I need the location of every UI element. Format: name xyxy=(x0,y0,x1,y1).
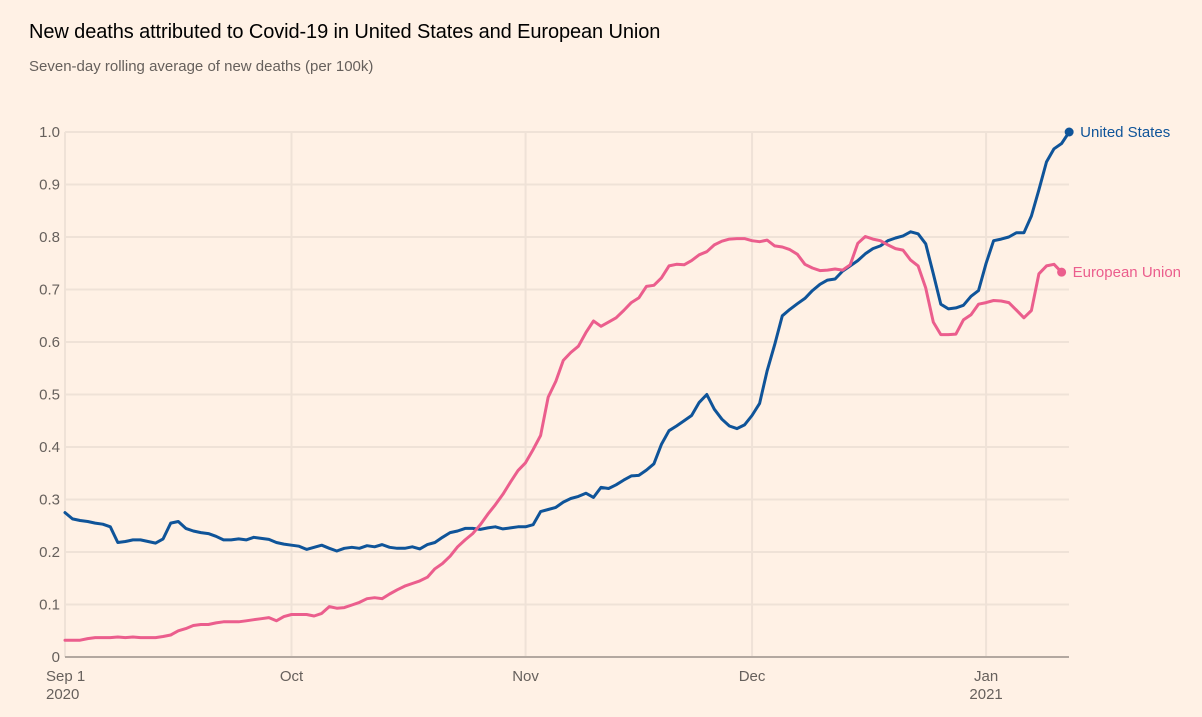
series-endpoint-united-states xyxy=(1064,127,1074,137)
x-tick-label: Oct xyxy=(280,668,304,685)
y-tick-label: 0.7 xyxy=(39,282,60,299)
y-tick-label: 0.5 xyxy=(39,387,60,404)
y-tick-label: 0.6 xyxy=(39,334,60,351)
series-line-european-union xyxy=(63,235,1064,642)
x-tick-sublabel: 2021 xyxy=(969,686,1002,703)
chart-subtitle: Seven-day rolling average of new deaths … xyxy=(29,58,374,75)
y-tick-label: 0.3 xyxy=(39,492,60,509)
x-tick-label: Dec xyxy=(739,668,766,685)
series-label-european-union: European Union xyxy=(1073,264,1181,281)
y-tick-label: 0.8 xyxy=(39,229,60,246)
y-tick-label: 1.0 xyxy=(39,124,60,141)
series-label-united-states: United States xyxy=(1080,124,1170,141)
y-tick-label: 0.2 xyxy=(39,544,60,561)
x-tick-label: Jan xyxy=(974,668,998,685)
axes: 0 0.1 0.2 0.3 0.4 0.5 0.6 0.7 0.8 0.9 1.0 Sep 12020… xyxy=(39,124,1069,703)
chart-title: New deaths attributed to Covid-19 in Uni… xyxy=(29,21,661,43)
x-tick-label: Sep 1 xyxy=(46,668,85,685)
y-tick-label: 0.1 xyxy=(39,597,60,614)
x-tick-sublabel: 2020 xyxy=(46,686,79,703)
series-line-united-states xyxy=(63,130,1071,553)
series-labels: United States European Union xyxy=(1073,124,1181,281)
y-tick-label: 0.9 xyxy=(39,177,60,194)
x-tick-label: Nov xyxy=(512,668,539,685)
y-tick-label: 0.4 xyxy=(39,439,60,456)
grid xyxy=(64,131,1069,657)
series xyxy=(63,127,1074,642)
y-tick-label: 0 xyxy=(52,649,60,666)
series-endpoint-european-union xyxy=(1057,267,1067,277)
